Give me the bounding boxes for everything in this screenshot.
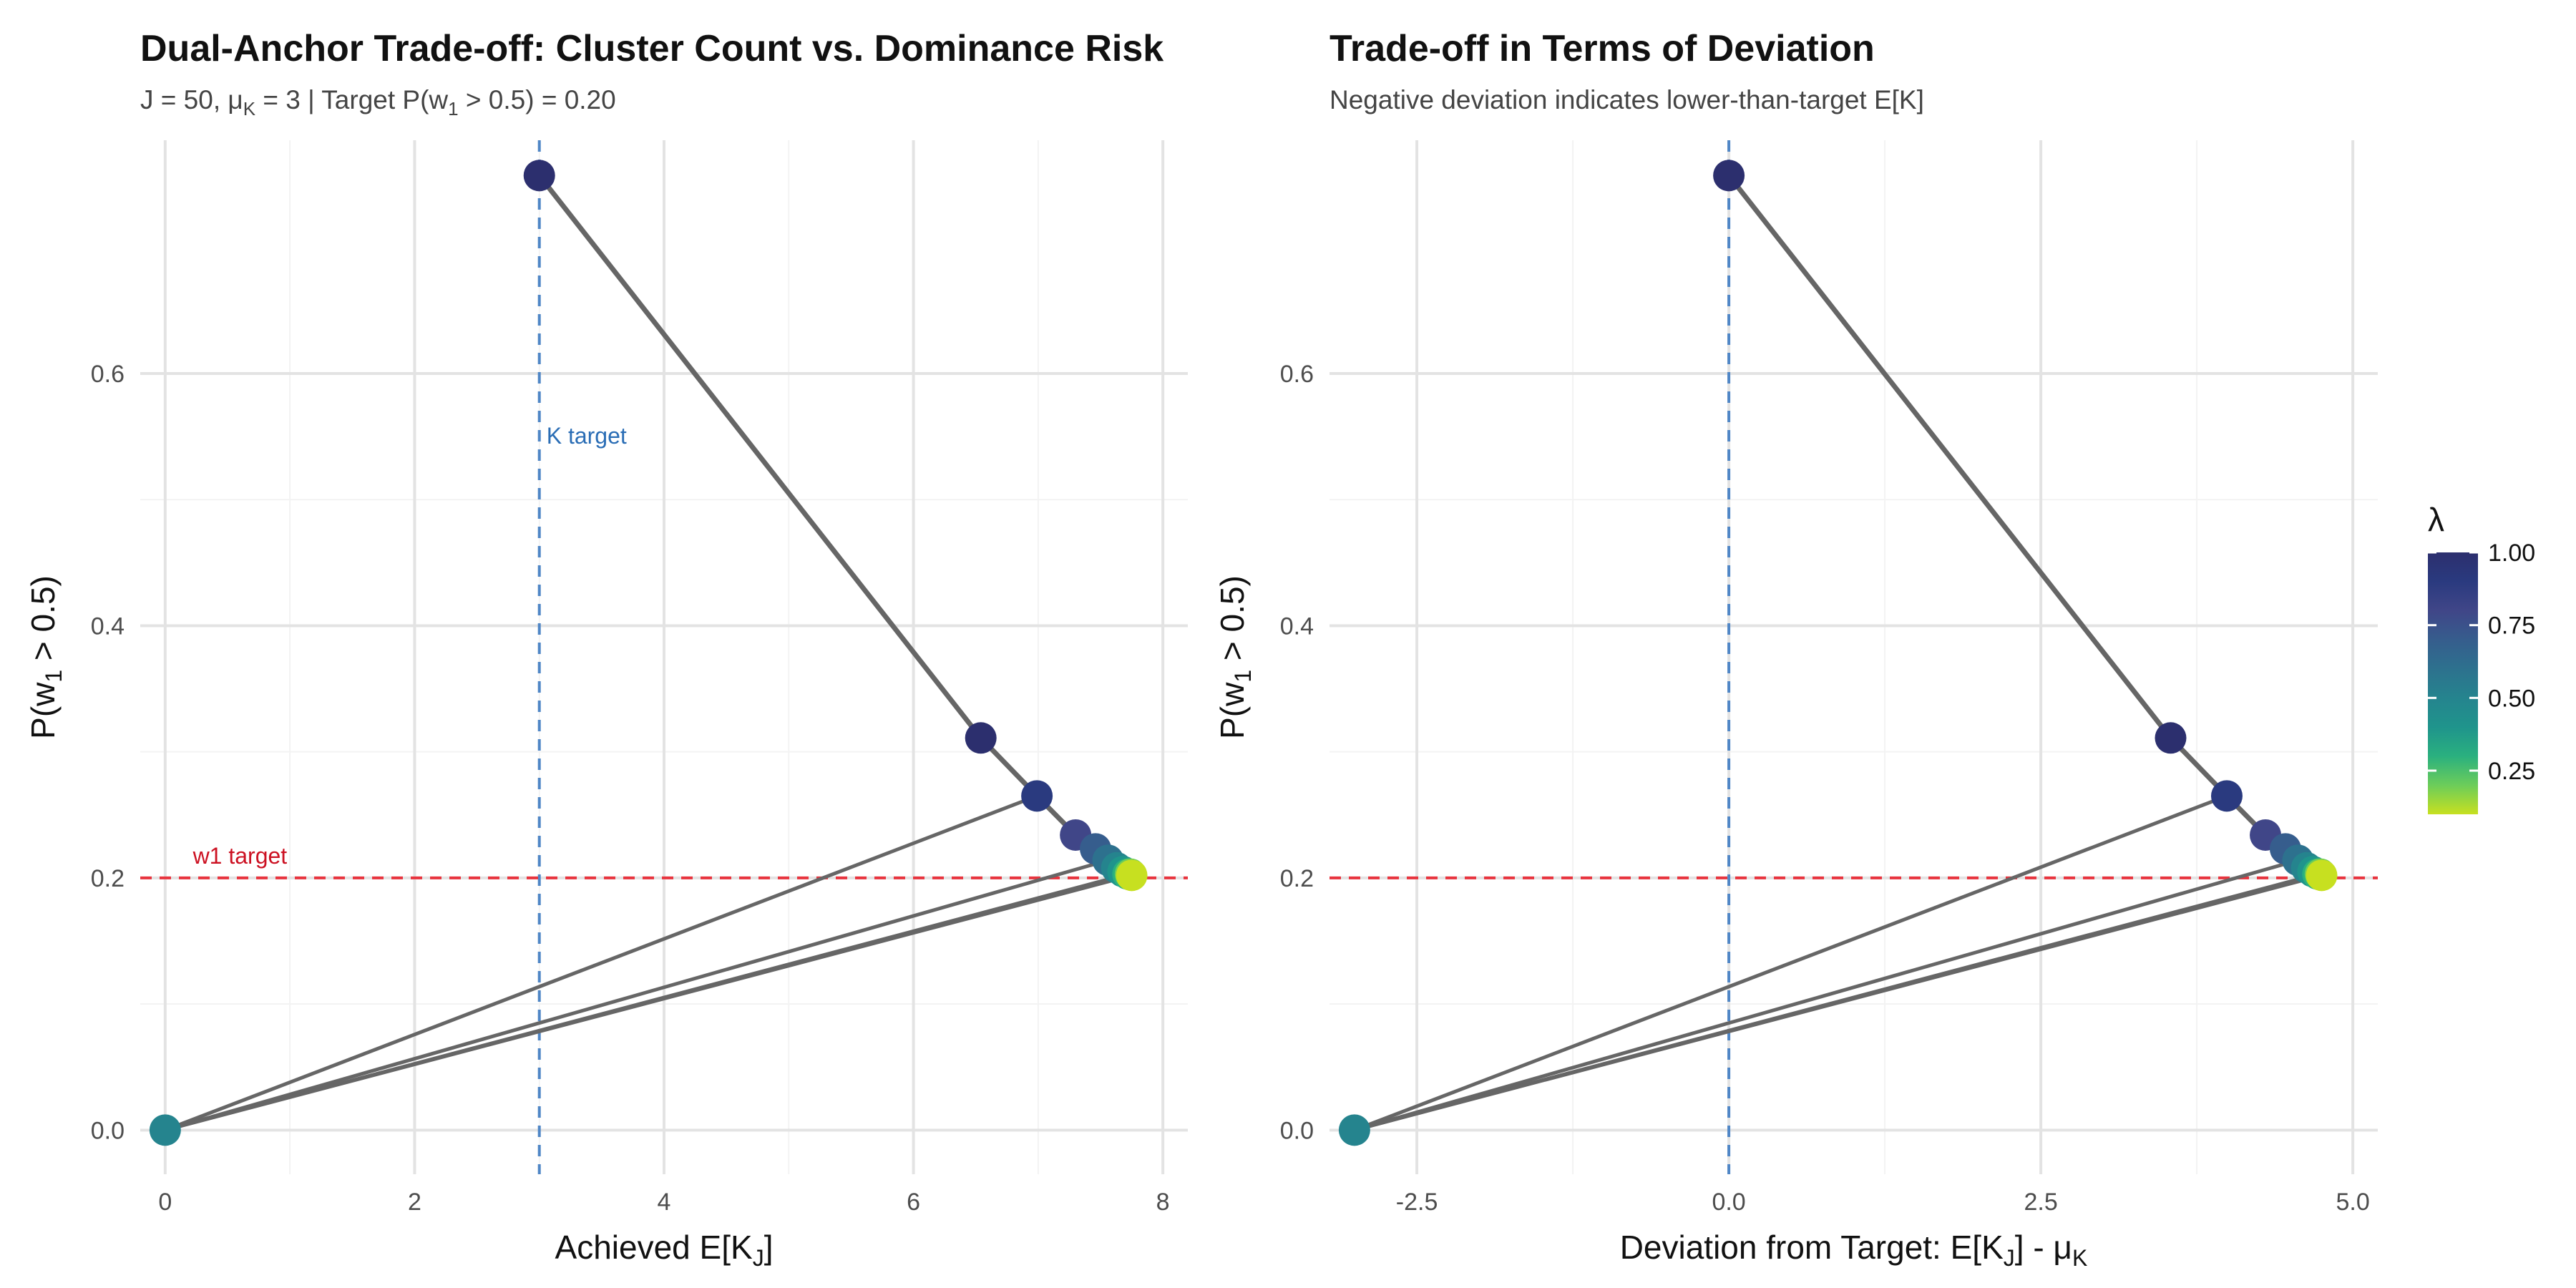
y-tick-label: 0.2 xyxy=(1280,865,1314,892)
right-x-axis-label: Deviation from Target: E[KJ] - μK xyxy=(1620,1229,2088,1271)
x-tick-label: 6 xyxy=(907,1189,920,1216)
trajectory-line xyxy=(537,174,1134,877)
return-line xyxy=(165,873,1133,1132)
y-tick-label: 0.4 xyxy=(1280,613,1314,640)
return-line xyxy=(1354,873,2323,1132)
data-point xyxy=(1713,160,1745,192)
w1-target-label: w1 target xyxy=(192,843,288,869)
return-line xyxy=(1353,794,2228,1132)
data-point xyxy=(1021,780,1053,812)
right-panel: Trade-off in Terms of Deviation Negative… xyxy=(1214,28,2378,1271)
right-x-ticks: -2.5 0.0 2.5 5.0 xyxy=(1396,1189,2370,1216)
y-tick-label: 0.6 xyxy=(1280,361,1314,388)
trajectory-line xyxy=(1727,174,2324,877)
left-y-ticks: 0.0 0.2 0.4 0.6 xyxy=(91,361,125,1144)
data-point xyxy=(523,160,555,192)
x-tick-label: 4 xyxy=(658,1189,671,1216)
left-points xyxy=(149,160,1148,1146)
data-point xyxy=(1338,1114,1370,1146)
right-title: Trade-off in Terms of Deviation xyxy=(1330,28,1875,69)
x-tick-label: 2 xyxy=(408,1189,421,1216)
k-target-label: K target xyxy=(547,423,627,449)
right-gridlines xyxy=(1330,140,2378,1174)
left-y-axis-label: P(w1 > 0.5) xyxy=(24,575,67,739)
x-tick-label: 2.5 xyxy=(2024,1189,2057,1216)
right-path-lines xyxy=(1353,174,2324,1132)
y-tick-label: 0.0 xyxy=(91,1117,125,1144)
return-line xyxy=(165,858,1109,1132)
legend-title: λ xyxy=(2428,501,2444,538)
return-line xyxy=(164,794,1038,1132)
right-reference-lines xyxy=(1330,140,2378,1174)
legend-ticks: 1.00 0.75 0.50 0.25 xyxy=(2428,540,2535,785)
right-subtitle: Negative deviation indicates lower-than-… xyxy=(1330,85,1924,114)
data-point xyxy=(149,1114,181,1146)
data-point xyxy=(965,722,997,754)
data-point xyxy=(2210,780,2243,812)
right-points xyxy=(1338,160,2338,1146)
left-path-lines xyxy=(164,174,1134,1132)
legend-tick-label: 0.75 xyxy=(2488,613,2535,640)
x-tick-label: 0.0 xyxy=(1712,1189,1745,1216)
data-point xyxy=(1116,859,1148,892)
x-tick-label: 0 xyxy=(158,1189,172,1216)
legend-tick-label: 0.25 xyxy=(2488,758,2535,785)
y-tick-label: 0.6 xyxy=(91,361,125,388)
x-tick-label: -2.5 xyxy=(1396,1189,1438,1216)
data-point xyxy=(2155,722,2187,754)
right-y-ticks: 0.0 0.2 0.4 0.6 xyxy=(1280,361,1314,1144)
left-gridlines xyxy=(140,140,1188,1174)
x-tick-label: 8 xyxy=(1156,1189,1170,1216)
left-x-axis-label: Achieved E[KJ] xyxy=(555,1229,774,1271)
y-tick-label: 0.4 xyxy=(91,613,125,640)
data-point xyxy=(2306,859,2338,892)
x-tick-label: 5.0 xyxy=(2336,1189,2369,1216)
lambda-legend: λ 1.00 0.75 0.50 0.25 xyxy=(2428,501,2535,814)
legend-tick-label: 0.50 xyxy=(2488,685,2535,712)
right-y-axis-label: P(w1 > 0.5) xyxy=(1214,575,1256,739)
left-subtitle: J = 50, μK = 3 | Target P(w1 > 0.5) = 0.… xyxy=(140,85,616,119)
legend-colorbar xyxy=(2428,552,2478,814)
left-x-ticks: 0 2 4 6 8 xyxy=(158,1189,1169,1216)
left-panel: Dual-Anchor Trade-off: Cluster Count vs.… xyxy=(24,28,1188,1271)
y-tick-label: 0.2 xyxy=(91,865,125,892)
left-reference-lines xyxy=(140,140,1188,1174)
return-line xyxy=(1354,858,2299,1132)
y-tick-label: 0.0 xyxy=(1280,1117,1314,1144)
left-title: Dual-Anchor Trade-off: Cluster Count vs.… xyxy=(140,28,1163,69)
legend-tick-label: 1.00 xyxy=(2488,540,2535,567)
